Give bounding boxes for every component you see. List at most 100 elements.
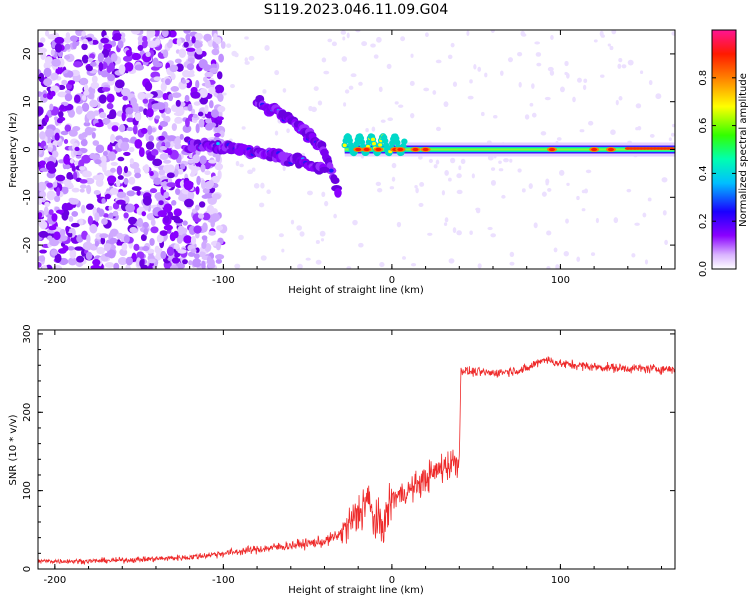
trace-blob (334, 188, 342, 198)
noise-speckle (112, 210, 119, 217)
noise-speckle (43, 67, 52, 78)
noise-speckle (38, 47, 48, 53)
faint-speckle (234, 52, 239, 58)
noise-speckle (209, 67, 219, 74)
noise-speckle (192, 258, 202, 268)
noise-speckle (116, 165, 123, 176)
noise-speckle (81, 95, 87, 101)
noise-speckle (53, 231, 61, 241)
noise-speckle (51, 58, 61, 67)
faint-speckle (563, 251, 569, 257)
faint-speckle (528, 183, 533, 189)
faint-speckle (444, 217, 449, 223)
faint-speckle (274, 70, 280, 76)
noise-speckle (197, 213, 205, 219)
faint-speckle (524, 114, 530, 120)
noise-speckle (125, 264, 131, 269)
noise-speckle (159, 145, 168, 151)
snr-y-tick-label: 300 (22, 324, 33, 343)
noise-speckle (128, 146, 135, 153)
noise-speckle (46, 190, 56, 201)
faint-speckle (615, 99, 619, 106)
faint-speckle (469, 230, 473, 235)
faint-speckle (409, 80, 415, 86)
faint-speckle (313, 86, 319, 91)
noise-speckle (44, 56, 53, 65)
noise-speckle (64, 164, 71, 170)
snr-frame (37, 329, 676, 570)
faint-speckle (402, 256, 406, 260)
noise-speckle (163, 116, 171, 122)
noise-speckle (143, 93, 154, 98)
faint-speckle (308, 105, 313, 112)
noise-speckle (191, 165, 198, 175)
faint-speckle (581, 208, 586, 212)
faint-speckle (324, 200, 329, 207)
spectrogram-x-tick-label: -200 (44, 275, 67, 286)
faint-speckle (414, 185, 418, 189)
carrier-hot (378, 143, 383, 147)
faint-speckle (448, 177, 452, 182)
noise-speckle (175, 99, 181, 107)
noise-speckle (38, 230, 49, 238)
faint-speckle (484, 72, 488, 78)
noise-speckle (179, 133, 184, 140)
noise-speckle (66, 174, 75, 180)
noise-speckle (38, 212, 43, 218)
faint-speckle (425, 32, 429, 38)
faint-speckle (579, 129, 585, 133)
noise-speckle (44, 30, 50, 37)
noise-speckle (39, 131, 46, 140)
faint-speckle (531, 112, 537, 118)
faint-speckle (443, 101, 449, 108)
noise-speckle (104, 252, 112, 257)
faint-speckle (617, 63, 622, 69)
faint-speckle (635, 103, 642, 109)
noise-speckle (40, 51, 46, 61)
faint-speckle (410, 53, 414, 58)
faint-speckle (555, 264, 560, 269)
noise-speckle (199, 155, 207, 165)
noise-speckle (94, 240, 100, 247)
faint-speckle (509, 158, 513, 163)
faint-speckle (490, 233, 497, 238)
noise-speckle (215, 242, 222, 251)
snr-x-axis-label: Height of straight line (km) (288, 585, 424, 596)
faint-speckle (477, 66, 482, 72)
noise-speckle (140, 234, 147, 242)
faint-speckle (642, 212, 647, 218)
colorbar-tick-label: 0.4 (698, 165, 709, 181)
colorbar-gradient (712, 30, 736, 269)
noise-speckle (61, 202, 70, 212)
faint-speckle (239, 163, 244, 168)
noise-speckle (149, 171, 154, 177)
noise-speckle (123, 212, 129, 219)
noise-speckle (98, 94, 107, 104)
noise-speckle (190, 235, 197, 245)
noise-speckle (67, 109, 76, 118)
faint-speckle (315, 259, 322, 265)
faint-speckle (536, 62, 542, 67)
noise-speckle (47, 147, 53, 152)
noise-speckle (117, 40, 124, 49)
noise-speckle (125, 49, 133, 57)
faint-speckle (564, 60, 569, 67)
faint-speckle (378, 86, 383, 93)
noise-speckle (73, 94, 81, 104)
noise-speckle (38, 42, 44, 48)
noise-speckle (116, 232, 124, 240)
noise-speckle (163, 215, 170, 224)
noise-speckle (130, 97, 137, 106)
colorbar-tick-label: 0.2 (698, 213, 709, 229)
faint-speckle (581, 189, 586, 194)
noise-speckle (111, 125, 119, 132)
noise-speckle (44, 128, 55, 138)
noise-speckle (38, 124, 44, 130)
noise-speckle (58, 111, 64, 118)
noise-speckle (203, 33, 212, 42)
faint-speckle (503, 158, 509, 163)
noise-speckle (69, 198, 79, 205)
noise-speckle (54, 132, 60, 141)
faint-speckle (509, 251, 515, 257)
noise-speckle (216, 116, 224, 121)
